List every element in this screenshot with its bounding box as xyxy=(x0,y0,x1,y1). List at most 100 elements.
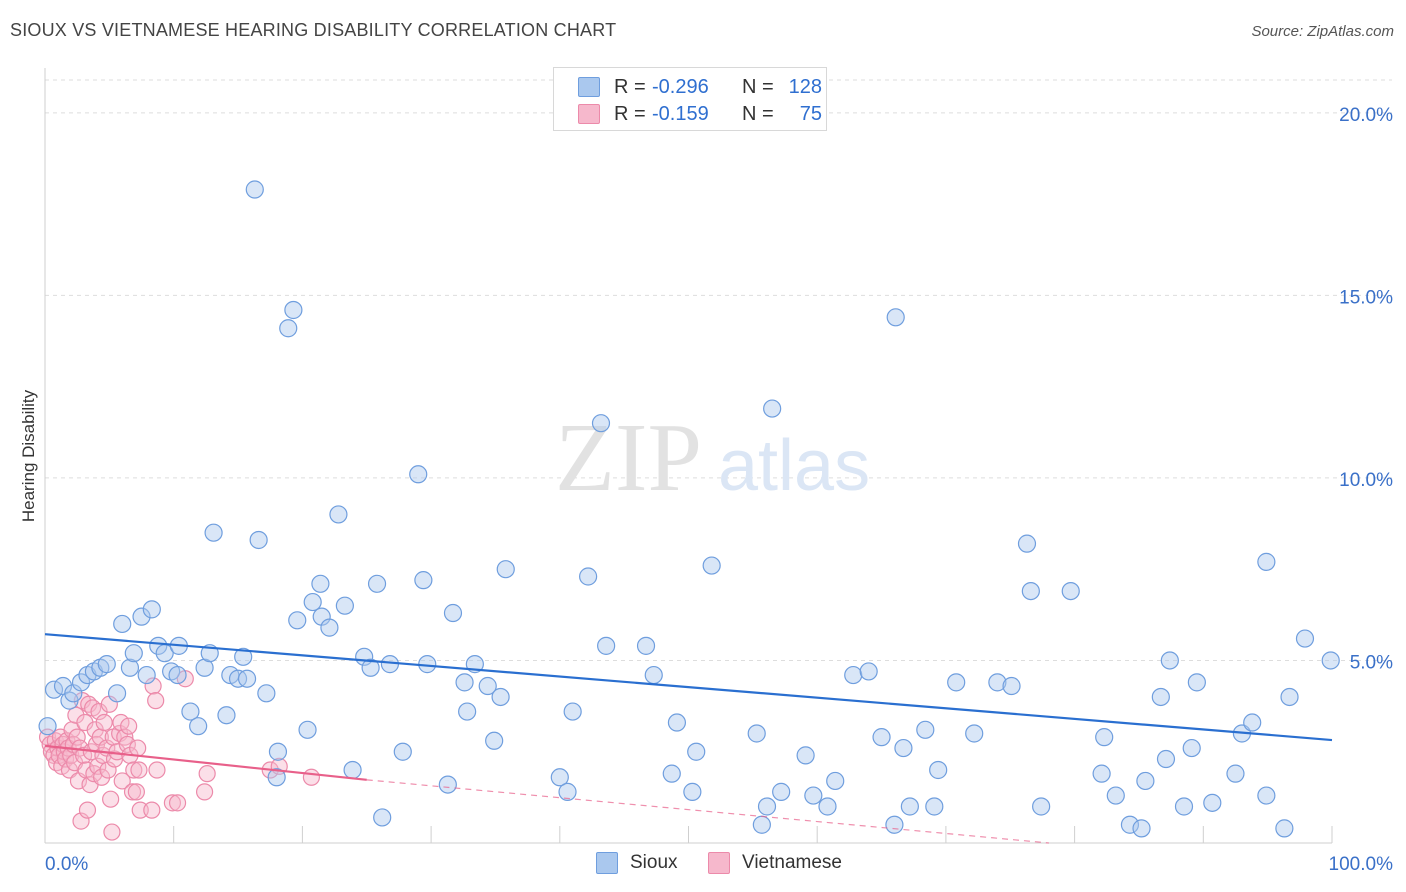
vietnamese-point xyxy=(120,717,138,735)
sioux-point xyxy=(591,414,611,433)
sioux-point xyxy=(1002,676,1021,696)
sioux-point xyxy=(393,742,412,761)
sioux-point xyxy=(71,673,91,692)
y-tick-label: 20.0% xyxy=(1339,105,1393,126)
sioux-point xyxy=(1226,764,1245,783)
sioux-point xyxy=(796,746,815,765)
sioux-point xyxy=(149,636,168,655)
vietnamese-point xyxy=(89,757,107,775)
sioux-point xyxy=(988,673,1007,692)
sioux-point xyxy=(107,684,127,703)
vietnamese-point xyxy=(130,761,148,779)
vietnamese-point xyxy=(129,739,147,757)
sioux-point xyxy=(311,574,330,593)
vietnamese-point xyxy=(123,783,142,801)
sioux-point xyxy=(644,665,663,685)
sioux-point xyxy=(181,702,200,721)
sioux-point xyxy=(747,724,766,743)
sioux-point xyxy=(335,596,354,615)
sioux-point xyxy=(1132,819,1151,838)
sioux-point xyxy=(268,742,288,761)
sioux-point xyxy=(361,658,380,677)
sioux-point xyxy=(458,702,477,721)
sioux-point xyxy=(455,673,474,692)
sioux-point xyxy=(97,655,116,674)
sioux-point xyxy=(320,618,339,637)
vietnamese-point xyxy=(68,728,86,746)
sioux-point xyxy=(142,600,161,619)
sioux-point xyxy=(1174,797,1194,816)
sioux-point xyxy=(925,797,944,816)
sioux-point xyxy=(120,658,140,677)
sioux-point xyxy=(965,724,984,743)
sioux-point xyxy=(662,764,681,783)
vietnamese-point xyxy=(95,713,113,732)
sioux-point xyxy=(1136,771,1155,791)
sioux-point xyxy=(217,706,236,725)
sioux-point xyxy=(757,797,777,816)
n-label: N = xyxy=(742,102,774,125)
vietnamese-points xyxy=(38,670,321,841)
grid-lines xyxy=(45,79,1392,661)
sioux-point xyxy=(1160,651,1179,670)
legend-item-sioux[interactable]: Sioux xyxy=(596,852,678,874)
sioux-point xyxy=(478,676,497,696)
series-legend: Sioux Vietnamese xyxy=(0,852,1406,878)
sioux-point xyxy=(249,530,268,550)
trend-lines xyxy=(44,633,1333,844)
sioux-point xyxy=(438,775,457,794)
sioux-point xyxy=(1257,552,1276,571)
vietnamese-swatch xyxy=(708,852,730,874)
vietnamese-trend-line xyxy=(44,744,367,781)
x-tick-label: 100.0% xyxy=(1329,854,1394,875)
sioux-point xyxy=(894,738,913,758)
source-label: Source: ZipAtlas.com xyxy=(1251,23,1394,40)
sioux-point xyxy=(132,607,151,626)
vietnamese-point xyxy=(147,692,165,710)
sioux-point xyxy=(916,720,935,739)
r-label: R = xyxy=(614,102,646,125)
sioux-point xyxy=(667,713,687,732)
n-value: 128 xyxy=(788,75,822,98)
sioux-point xyxy=(343,760,362,780)
sioux-point xyxy=(373,808,392,827)
y-tick-label: 5.0% xyxy=(1350,652,1393,673)
sioux-swatch xyxy=(578,77,600,97)
sioux-point xyxy=(1295,629,1315,648)
legend-item-vietnamese[interactable]: Vietnamese xyxy=(708,852,842,874)
sioux-point xyxy=(284,300,303,320)
sioux-point xyxy=(44,680,64,699)
vietnamese-point xyxy=(143,801,161,819)
vietnamese-point xyxy=(198,765,216,783)
sioux-point xyxy=(550,768,569,787)
sioux-point xyxy=(636,636,656,655)
vietnamese-point xyxy=(99,761,117,779)
sioux-point xyxy=(579,567,598,586)
sioux-point xyxy=(1151,687,1170,707)
sioux-point xyxy=(1156,749,1176,769)
vietnamese-point xyxy=(78,801,97,819)
vietnamese-swatch xyxy=(578,104,600,124)
sioux-point xyxy=(1092,764,1111,783)
sioux-swatch xyxy=(596,852,618,874)
vietnamese-point xyxy=(125,761,143,779)
axes xyxy=(44,68,1333,844)
sioux-point xyxy=(414,571,433,590)
sioux-point xyxy=(763,399,782,418)
sioux-point xyxy=(257,684,276,703)
vietnamese-point xyxy=(103,823,121,841)
sioux-point xyxy=(1021,582,1040,601)
sioux-point xyxy=(804,786,823,805)
sioux-point xyxy=(367,574,387,593)
correlation-legend: R = -0.296 N = 128 R = -0.159 N = 75 xyxy=(553,67,827,131)
sioux-point xyxy=(38,717,57,736)
sioux-point xyxy=(1182,738,1201,758)
sioux-point xyxy=(204,523,223,542)
sioux-point xyxy=(772,782,791,801)
sioux-point xyxy=(683,782,702,801)
tick-labels: 5.0% 10.0% 15.0% 20.0% 0.0% 100.0% xyxy=(45,105,1393,875)
vietnamese-point xyxy=(302,768,321,786)
vietnamese-point xyxy=(148,761,166,779)
sioux-point xyxy=(687,742,706,761)
sioux-point xyxy=(859,662,878,681)
